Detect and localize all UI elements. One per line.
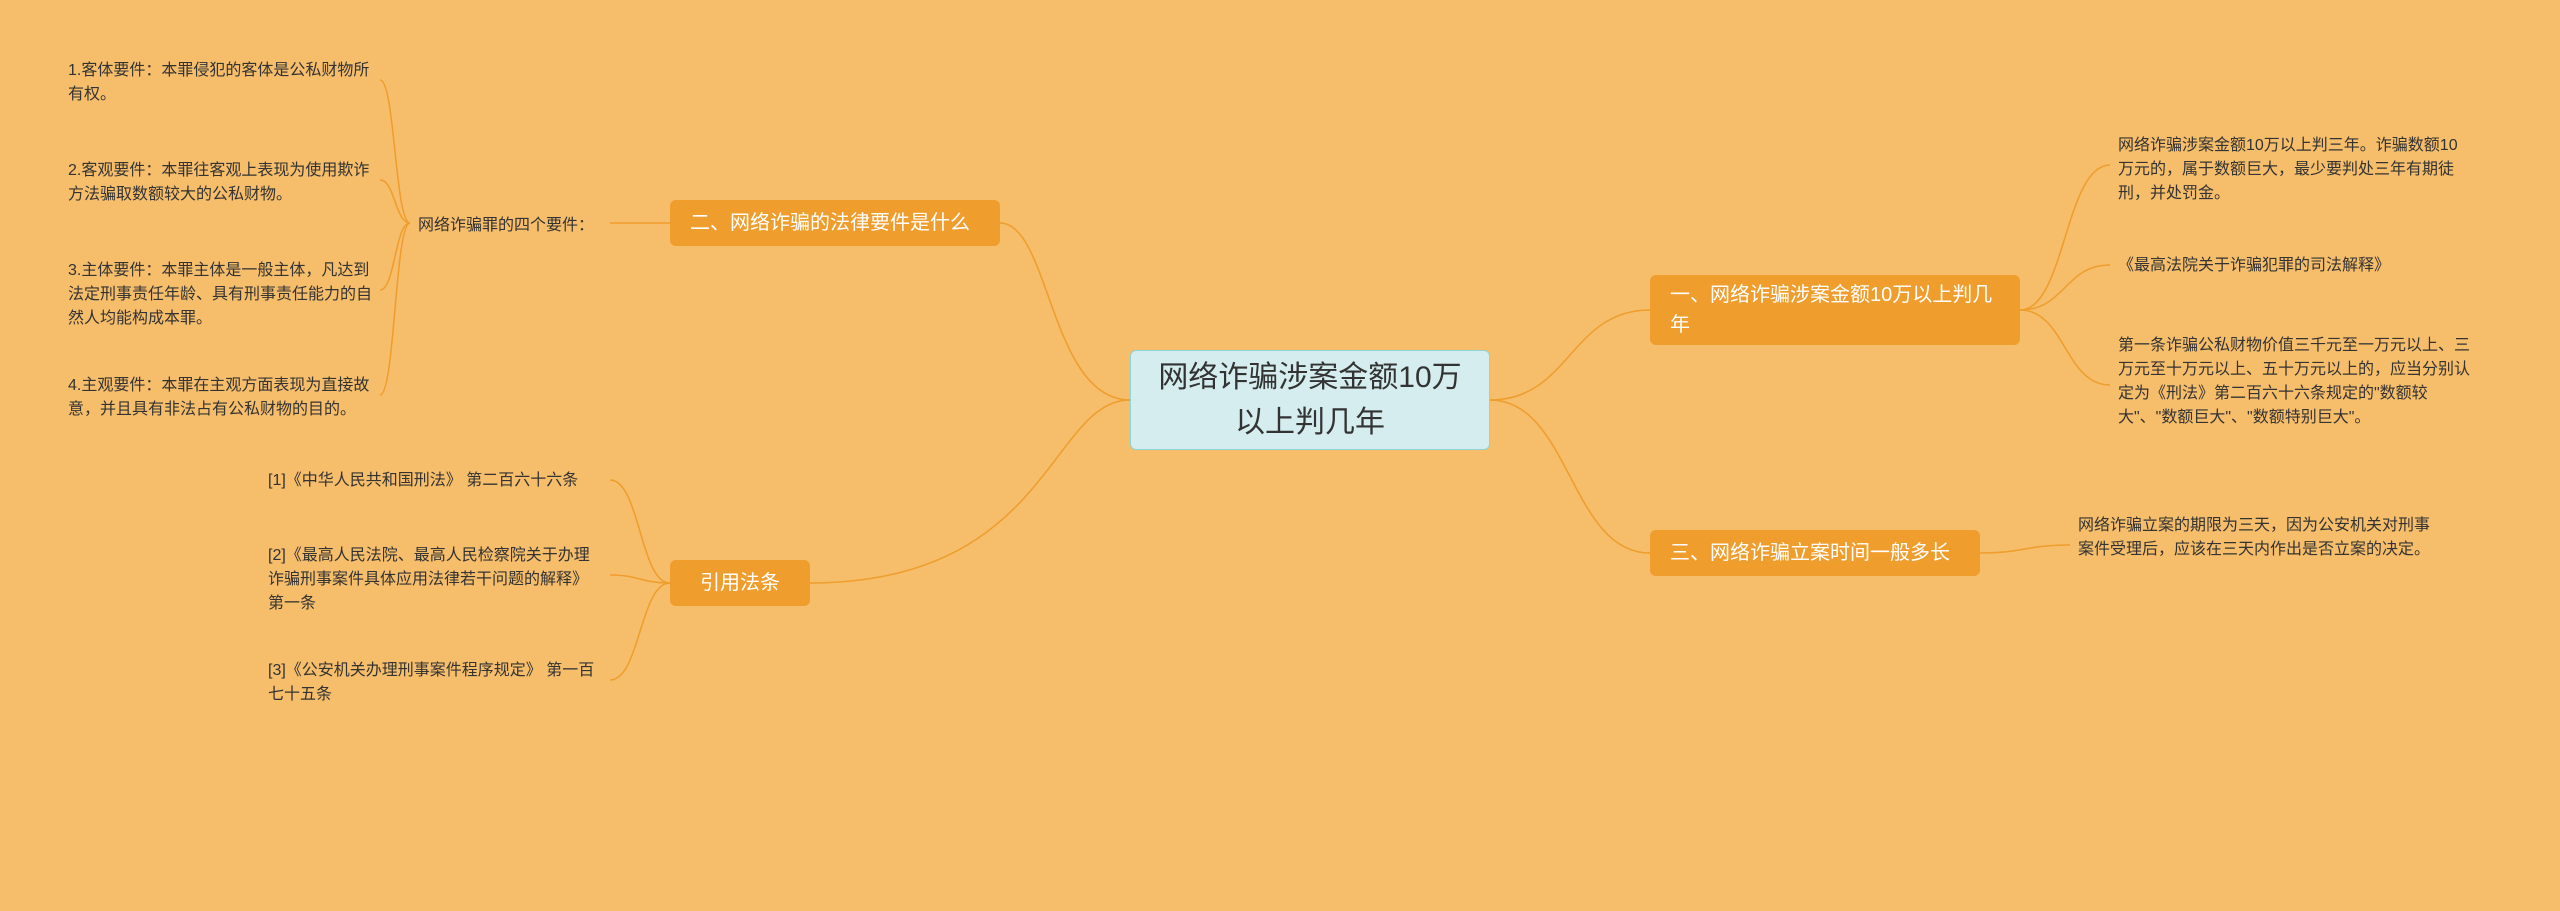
branch-node-1[interactable]: 一、网络诈骗涉案金额10万以上判几年 [1650, 275, 2020, 345]
leaf-node: 《最高法院关于诈骗犯罪的司法解释》 [2110, 250, 2440, 282]
leaf-node: 第一条诈骗公私财物价值三千元至一万元以上、三万元至十万元以上、五十万元以上的，应… [2110, 330, 2480, 434]
leaf-node: [1]《中华人民共和国刑法》 第二百六十六条 [260, 465, 610, 497]
leaf-node: 网络诈骗涉案金额10万以上判三年。诈骗数额10万元的，属于数额巨大，最少要判处三… [2110, 130, 2480, 210]
branch-node-ref[interactable]: 引用法条 [670, 560, 810, 606]
leaf-node: 网络诈骗立案的期限为三天，因为公安机关对刑事案件受理后，应该在三天内作出是否立案… [2070, 510, 2440, 566]
leaf-node: 1.客体要件：本罪侵犯的客体是公私财物所有权。 [60, 55, 380, 111]
sub-node-elements: 网络诈骗罪的四个要件： [410, 210, 610, 242]
leaf-node: [2]《最高人民法院、最高人民检察院关于办理诈骗刑事案件具体应用法律若干问题的解… [260, 540, 610, 620]
root-node[interactable]: 网络诈骗涉案金额10万以上判几年 [1130, 350, 1490, 450]
branch-node-2[interactable]: 二、网络诈骗的法律要件是什么 [670, 200, 1000, 246]
leaf-node: [3]《公安机关办理刑事案件程序规定》 第一百七十五条 [260, 655, 610, 711]
leaf-node: 2.客观要件：本罪往客观上表现为使用欺诈方法骗取数额较大的公私财物。 [60, 155, 380, 211]
leaf-node: 4.主观要件：本罪在主观方面表现为直接故意，并且具有非法占有公私财物的目的。 [60, 370, 380, 426]
leaf-node: 3.主体要件：本罪主体是一般主体，凡达到法定刑事责任年龄、具有刑事责任能力的自然… [60, 255, 380, 335]
branch-node-3[interactable]: 三、网络诈骗立案时间一般多长 [1650, 530, 1980, 576]
